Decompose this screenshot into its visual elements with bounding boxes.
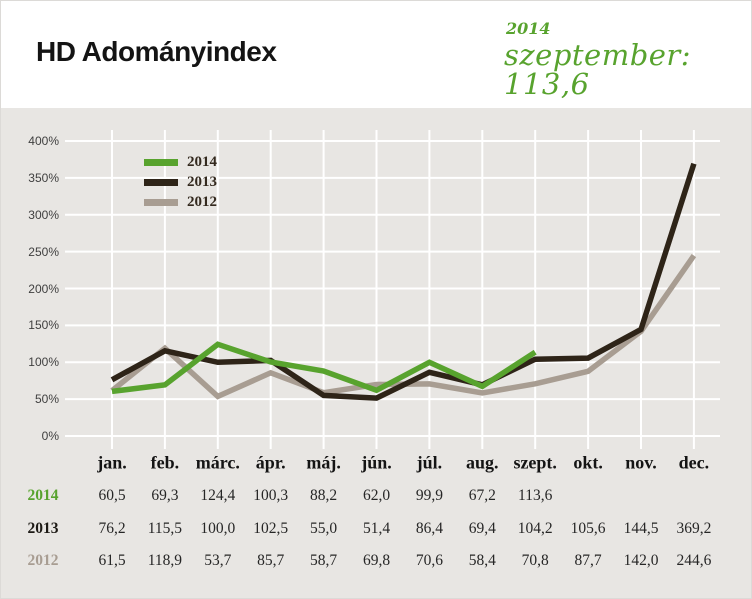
y-axis-label: 300% — [28, 207, 59, 222]
table-cell: 118,9 — [147, 552, 183, 569]
table-cell: 69,8 — [362, 552, 391, 569]
table-cell: 100,0 — [200, 520, 236, 537]
table-cell: 58,4 — [468, 552, 496, 569]
table-cell: 124,4 — [200, 487, 236, 504]
table-cell: 102,5 — [253, 520, 289, 537]
table-cell: 99,9 — [415, 487, 443, 504]
y-axis-label: 400% — [28, 134, 59, 148]
table-cell: 67,2 — [468, 487, 496, 504]
y-axis-label: 0% — [41, 429, 59, 443]
table-cell: 86,4 — [415, 520, 443, 537]
x-axis-label-feb: feb. — [150, 452, 180, 473]
x-axis-label-ápr: ápr. — [255, 452, 286, 473]
series-line-2014 — [111, 341, 537, 395]
header-latest-value: 2014 szeptember: 113,6 — [504, 21, 751, 99]
y-axis-label: 200% — [28, 281, 59, 296]
table-row-label-2013: 2013 — [27, 520, 59, 537]
y-axis-label: 50% — [34, 392, 59, 407]
legend-label: 2013 — [187, 173, 217, 190]
table-row-label-2012: 2012 — [27, 552, 59, 569]
table-cell: 60,5 — [98, 487, 126, 504]
x-axis-label-dec: dec. — [678, 452, 710, 473]
table-cell: 100,3 — [253, 487, 289, 504]
table-cell: 87,7 — [574, 552, 602, 569]
legend-swatch-icon — [144, 178, 178, 186]
header-subtitle: szeptember: 113,6 — [504, 38, 692, 101]
header: HD Adományindex 2014 szeptember: 113,6 — [1, 1, 751, 108]
table-cell: 53,7 — [204, 552, 232, 569]
x-axis-label-jún: jún. — [361, 452, 392, 473]
table-cell: 69,3 — [151, 487, 179, 504]
table-cell: 369,2 — [676, 520, 712, 537]
table-cell: 88,2 — [310, 487, 338, 504]
legend-label: 2012 — [187, 193, 217, 210]
x-axis-label-márc: márc. — [195, 452, 240, 473]
table-cell: 62,0 — [362, 487, 391, 504]
legend-swatch-icon — [144, 158, 178, 166]
x-axis-label-júl: júl. — [416, 452, 443, 473]
x-axis-label-nov: nov. — [625, 452, 657, 473]
table-cell: 144,5 — [623, 520, 659, 537]
table-cell: 70,6 — [415, 552, 443, 569]
legend-item-2014: 2014 — [144, 152, 217, 172]
table-cell: 115,5 — [147, 520, 183, 537]
legend-swatch-icon — [144, 198, 178, 206]
table-cell: 85,7 — [257, 552, 285, 569]
x-axis-label-jan: jan. — [97, 452, 127, 473]
legend-label: 2014 — [187, 153, 217, 170]
table-cell: 51,4 — [362, 520, 391, 537]
table-cell: 70,8 — [521, 552, 549, 569]
y-axis-label: 100% — [28, 355, 59, 370]
x-axis-label-aug: aug. — [466, 452, 499, 473]
y-axis-label: 350% — [28, 170, 59, 185]
table-cell: 76,2 — [98, 520, 126, 537]
x-axis-label-okt: okt. — [573, 452, 603, 473]
table-cell: 58,7 — [310, 552, 338, 569]
legend-item-2012: 2012 — [144, 192, 217, 212]
table-cell: 61,5 — [98, 552, 126, 569]
page-title: HD Adományindex — [36, 36, 277, 67]
table-cell: 55,0 — [310, 520, 338, 537]
x-axis-label-szept: szept. — [513, 452, 557, 473]
y-axis-label: 150% — [28, 318, 59, 333]
legend-item-2013: 2013 — [144, 172, 217, 192]
header-year-label: 2014 — [506, 19, 551, 38]
table-cell: 142,0 — [623, 552, 659, 569]
table-cell: 104,2 — [517, 520, 553, 537]
series-line-2013 — [110, 162, 697, 401]
x-axis-label-máj: máj. — [306, 452, 341, 473]
table-row-label-2014: 2014 — [27, 487, 59, 504]
table-cell: 69,4 — [468, 520, 496, 537]
chart-legend: 2014 2013 2012 — [144, 152, 217, 212]
table-cell: 244,6 — [676, 552, 712, 569]
table-cell: 105,6 — [570, 520, 606, 537]
y-axis-label: 250% — [28, 244, 59, 259]
table-cell: 113,6 — [518, 487, 553, 504]
